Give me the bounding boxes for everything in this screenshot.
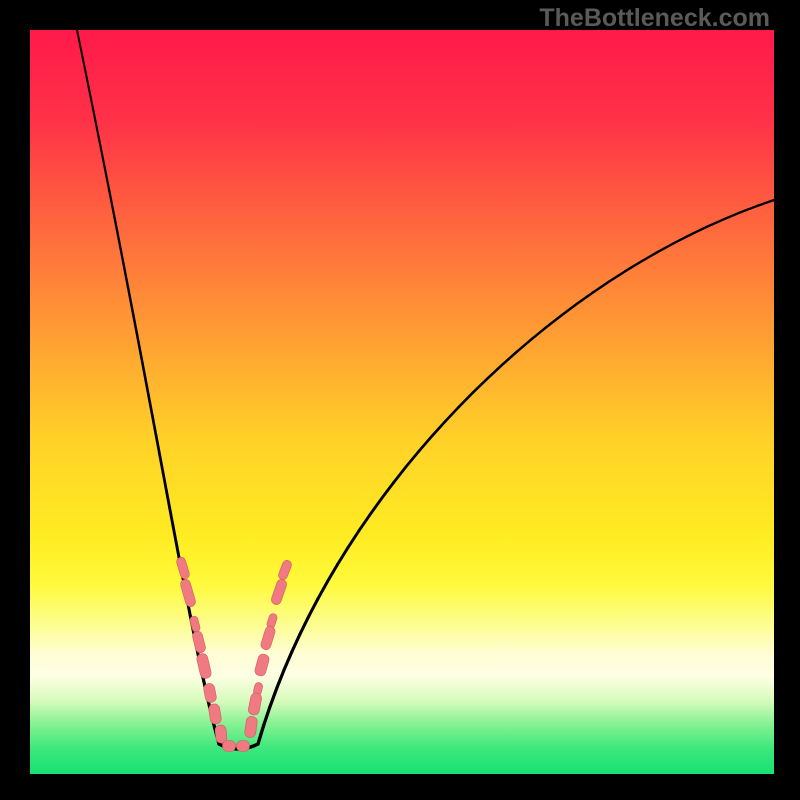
marker [223,741,236,752]
plot-area [30,30,774,774]
gradient-background [30,30,774,774]
watermark-text: TheBottleneck.com [539,4,770,33]
chart-frame: TheBottleneck.com [0,0,800,800]
marker [237,741,250,752]
